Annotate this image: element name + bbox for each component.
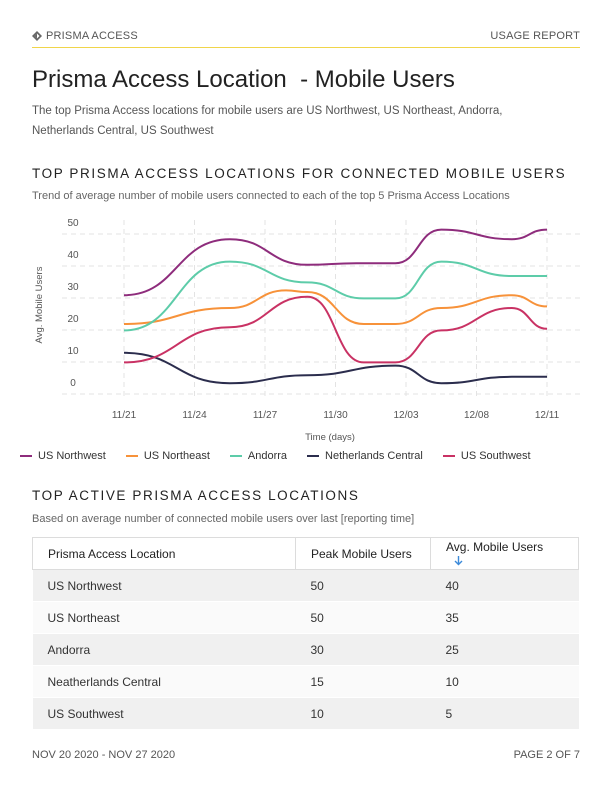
legend-label: Andorra xyxy=(247,450,288,462)
cell-peak-users: 30 xyxy=(295,633,431,666)
column-header-label: Prisma Access Location xyxy=(48,546,176,561)
legend-swatch xyxy=(307,455,320,457)
y-tick-label: 30 xyxy=(67,282,79,293)
cell-peak-users: 10 xyxy=(295,697,431,730)
legend-item[interactable]: Andorra xyxy=(229,450,288,462)
table-section-subtitle: Based on average number of connected mob… xyxy=(32,513,415,525)
series-line-netherlands-central[interactable] xyxy=(123,351,547,385)
table-section-title: TOP ACTIVE PRISMA ACCESS LOCATIONS xyxy=(32,488,360,503)
y-tick-label: 40 xyxy=(67,250,79,261)
series-line-us-northwest[interactable] xyxy=(123,228,548,297)
legend-label: US Northwest xyxy=(38,450,106,462)
series-line-us-southwest[interactable] xyxy=(123,295,548,364)
cell-location: Neatherlands Central xyxy=(32,665,296,698)
column-header-location[interactable]: Prisma Access Location xyxy=(32,537,296,570)
table-row: US Southwest 10 5 xyxy=(32,697,579,730)
cell-location: Andorra xyxy=(32,633,296,666)
y-tick-label: 20 xyxy=(67,314,79,325)
footer-date-range: NOV 20 2020 - NOV 27 2020 xyxy=(32,749,176,761)
x-tick-label: 11/24 xyxy=(182,410,207,421)
x-tick-label: 11/30 xyxy=(323,410,348,421)
page-header: PRISMA ACCESS USAGE REPORT xyxy=(32,30,580,48)
x-axis-label: Time (days) xyxy=(305,432,355,443)
sort-down-arrow-icon[interactable] xyxy=(454,556,463,566)
legend-swatch xyxy=(20,455,32,457)
legend-item[interactable]: US Northeast xyxy=(125,450,210,462)
legend-item[interactable]: US Southwest xyxy=(442,450,531,462)
brand-label: PRISMA ACCESS xyxy=(46,30,138,42)
legend-swatch xyxy=(442,455,455,457)
legend-swatch xyxy=(125,455,138,457)
table-header-row: Prisma Access Location Peak Mobile Users… xyxy=(32,537,579,570)
line-chart: 0 10 20 30 40 50 11/21 11/24 11/27 11/30 12/03 12/0… xyxy=(34,218,580,443)
series-line-us-northeast[interactable] xyxy=(123,289,548,325)
x-tick-label: 11/27 xyxy=(253,410,278,421)
locations-table: Prisma Access Location Peak Mobile Users… xyxy=(32,537,579,730)
column-header-label: Avg. Mobile Users xyxy=(446,539,544,554)
cell-location: US Northwest xyxy=(32,569,296,602)
column-header-avg[interactable]: Avg. Mobile Users xyxy=(430,537,579,570)
brand: PRISMA ACCESS xyxy=(32,30,138,42)
prisma-logo-icon xyxy=(32,31,42,41)
footer-page-number: PAGE 2 OF 7 xyxy=(513,749,580,761)
cell-avg-users: 5 xyxy=(430,697,579,730)
cell-location: US Northeast xyxy=(32,601,296,634)
legend-label: Netherlands Central xyxy=(325,450,423,462)
cell-location: US Southwest xyxy=(32,697,296,730)
page-title: Prisma Access Location - Mobile Users xyxy=(32,66,455,93)
x-tick-label: 12/08 xyxy=(464,410,489,421)
y-tick-label: 10 xyxy=(67,346,79,357)
cell-avg-users: 25 xyxy=(430,633,579,666)
legend-label: US Southwest xyxy=(460,450,531,462)
series-line-andorra[interactable] xyxy=(123,260,547,332)
x-tick-label: 12/11 xyxy=(535,410,560,421)
cell-avg-users: 10 xyxy=(430,665,579,698)
column-header-peak[interactable]: Peak Mobile Users xyxy=(295,537,431,570)
cell-peak-users: 15 xyxy=(295,665,431,698)
legend-item[interactable]: Netherlands Central xyxy=(307,450,423,462)
x-tick-label: 12/03 xyxy=(393,410,418,421)
cell-avg-users: 35 xyxy=(430,601,579,634)
legend-swatch xyxy=(229,455,242,457)
y-tick-label: 50 xyxy=(67,218,79,229)
table-row: Andorra 30 25 xyxy=(32,633,579,666)
x-tick-label: 11/21 xyxy=(112,410,137,421)
table-row: Neatherlands Central 15 10 xyxy=(32,665,579,698)
table-row: US Northwest 50 40 xyxy=(32,569,579,602)
intro-text: The top Prisma Access locations for mobi… xyxy=(32,105,503,137)
cell-peak-users: 50 xyxy=(295,601,431,634)
column-header-label: Peak Mobile Users xyxy=(311,546,412,561)
chart-legend: US Northwest US Northeast Andorra Netherlan… xyxy=(20,450,551,462)
legend-item[interactable]: US Northwest xyxy=(20,450,106,462)
table-row: US Northeast 50 35 xyxy=(32,601,579,634)
y-tick-label: 0 xyxy=(70,378,76,389)
cell-peak-users: 50 xyxy=(295,569,431,602)
report-label: USAGE REPORT xyxy=(490,30,580,42)
cell-avg-users: 40 xyxy=(430,569,579,602)
chart-section-title: TOP PRISMA ACCESS LOCATIONS FOR CONNECTE… xyxy=(32,166,567,181)
chart-section-subtitle: Trend of average number of mobile users … xyxy=(32,190,510,202)
y-axis-label: Avg. Mobile Users xyxy=(34,266,45,343)
legend-label: US Northeast xyxy=(143,450,210,462)
